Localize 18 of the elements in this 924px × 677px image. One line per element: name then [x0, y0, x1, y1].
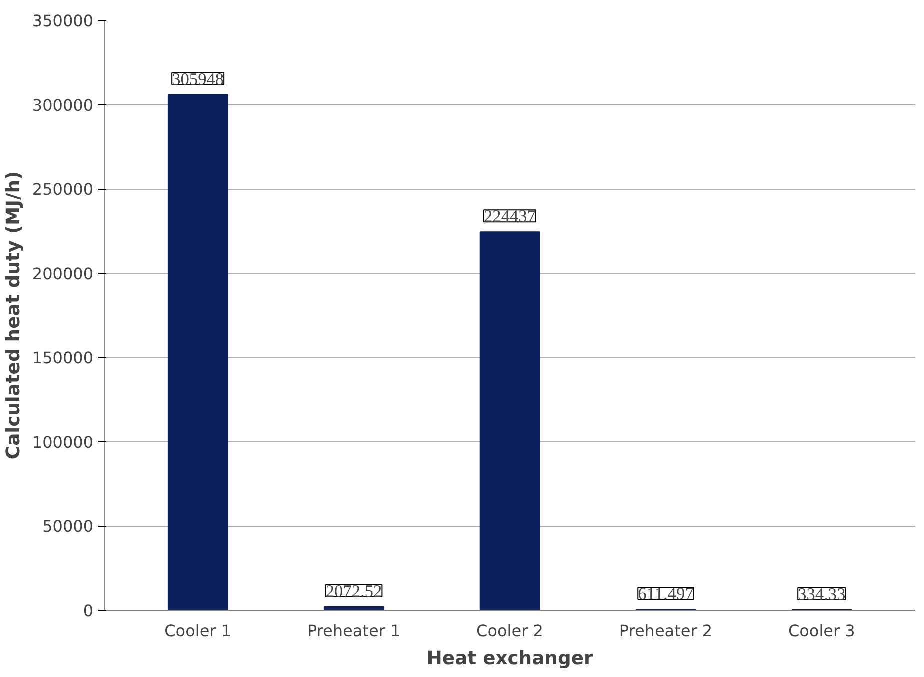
y-tick-label: 50000: [42, 517, 94, 536]
x-tick-label: Preheater 1: [307, 622, 401, 640]
y-tick-label: 0: [83, 602, 94, 620]
y-tick-label: 150000: [32, 348, 94, 368]
y-tick-label: 350000: [32, 12, 94, 30]
x-tick-label: Cooler 2: [476, 622, 544, 640]
x-tick-label: Cooler 3: [788, 622, 856, 640]
data-label: 305948: [172, 70, 224, 89]
y-tick-label: 250000: [32, 180, 94, 200]
data-label: 2072.52: [326, 582, 382, 602]
y-tick-label: 200000: [32, 264, 94, 284]
y-axis-title: Calculated heat duty (MJ/h): [3, 171, 24, 460]
x-tick-label: Preheater 2: [619, 622, 713, 640]
y-tick-label: 300000: [32, 96, 94, 115]
data-label: 334.33: [798, 584, 846, 604]
x-axis-title: Heat exchanger: [426, 648, 594, 670]
x-tick-label: Cooler 1: [164, 622, 232, 640]
y-tick-label: 100000: [32, 432, 94, 452]
